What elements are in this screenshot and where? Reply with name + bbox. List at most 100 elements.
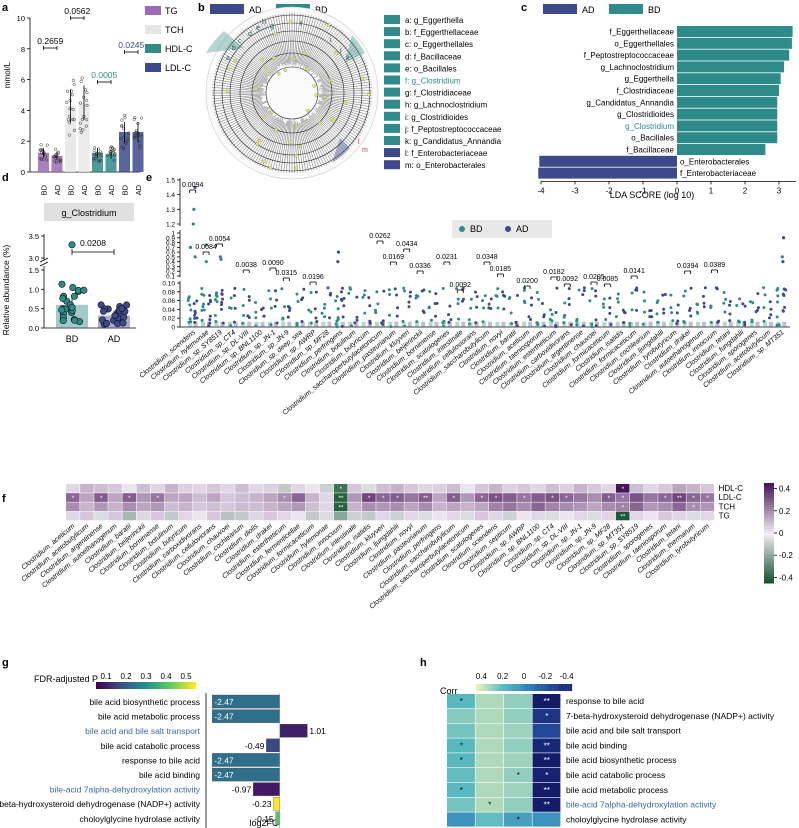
- clado-branch: [292, 124, 295, 173]
- d-xtick-label: BD: [66, 334, 79, 344]
- clado-branch: [212, 90, 266, 93]
- f-cell: [404, 511, 418, 521]
- h-colorbar-step: [490, 684, 493, 691]
- h-cell-star: *: [545, 771, 548, 780]
- h-colorbar-step: [533, 684, 537, 691]
- h-colorbar-step: [538, 684, 541, 691]
- lda-bar: [538, 167, 677, 179]
- e-bar: [314, 321, 319, 327]
- e-bar: [522, 321, 527, 327]
- e-point: [529, 303, 533, 307]
- f-cell: [221, 493, 235, 502]
- f-cell-star: *: [481, 495, 484, 502]
- clado-node: [263, 65, 268, 70]
- clado-branch: [318, 94, 372, 99]
- clado-letter: g: [270, 23, 274, 30]
- g-bar: [253, 782, 280, 796]
- d-point: [118, 305, 126, 313]
- clado-branch: [212, 87, 263, 92]
- g-row-label: choloylglycine hydrolase activity: [80, 814, 201, 824]
- h-colorbar-step: [516, 684, 520, 691]
- clado-branch: [308, 113, 342, 157]
- e-point-high: [781, 260, 785, 264]
- clado-key-swatch: [384, 87, 400, 97]
- e-ytick-label: 1.4: [166, 192, 175, 199]
- e-point: [200, 286, 204, 290]
- clado-branch: [212, 93, 265, 96]
- a-point: [52, 155, 56, 159]
- g-colorbar-step: [133, 682, 137, 689]
- f-cell-star: **: [423, 495, 429, 502]
- e-pvalue-label: 0.0315: [276, 270, 298, 277]
- f-colorbar-label: -0.4: [779, 573, 793, 582]
- h-colorbar-step: [519, 684, 522, 691]
- clado-node: [292, 56, 296, 61]
- e-point: [340, 286, 344, 290]
- f-cell: [559, 502, 574, 512]
- e-point: [535, 290, 539, 294]
- clado-branch: [293, 119, 298, 173]
- clado-branch: [224, 106, 270, 136]
- a-point: [44, 154, 48, 159]
- f-cell: [587, 493, 602, 502]
- e-point: [743, 320, 747, 324]
- e-point: [469, 297, 473, 301]
- e-point: [750, 320, 754, 324]
- f-cell: [644, 493, 658, 502]
- e-point: [762, 319, 766, 323]
- clado-key-swatch: [384, 123, 400, 133]
- clado-branch: [236, 111, 274, 151]
- clado-node: [294, 123, 299, 128]
- e-bar: [348, 321, 353, 327]
- h-colorbar-step: [497, 684, 501, 691]
- legend-swatch-ad-c: [543, 4, 577, 14]
- f-cell: [66, 511, 80, 521]
- f-cell: [376, 511, 390, 521]
- g-colorbar-step: [143, 682, 147, 689]
- clado-letter: j: [339, 47, 342, 54]
- g-colorbar-step: [121, 682, 124, 689]
- f-cell: [517, 484, 531, 493]
- f-cell-star: *: [156, 495, 159, 502]
- panel-label-g: g: [2, 657, 9, 669]
- e-point: [368, 304, 372, 308]
- f-cell: [460, 511, 475, 521]
- g-colorbar-step: [188, 682, 192, 689]
- e-point: [233, 286, 237, 290]
- e-point: [762, 306, 766, 310]
- f-colorbar-step: [764, 507, 774, 510]
- f-cell: [249, 502, 263, 512]
- e-point: [507, 297, 511, 301]
- e-point: [286, 305, 290, 309]
- f-cell: [432, 511, 447, 521]
- clado-branch: [322, 100, 370, 113]
- clado-branch: [303, 118, 325, 167]
- clado-branch: [295, 13, 304, 66]
- clado-key-swatch: [384, 27, 400, 37]
- e-point: [501, 290, 505, 294]
- f-cell: [573, 484, 588, 493]
- a-bar: [132, 131, 144, 172]
- e-point-high: [336, 250, 341, 254]
- clado-branch: [277, 120, 288, 172]
- e-point: [601, 302, 605, 306]
- a-point: [42, 152, 46, 156]
- h-cell-star: *: [460, 786, 463, 795]
- panel-label-a: a: [2, 2, 9, 14]
- f-cell: [418, 493, 433, 502]
- clado-branch: [318, 62, 367, 83]
- clado-branch: [318, 52, 362, 78]
- d-point: [120, 313, 128, 321]
- e-bar: [709, 321, 714, 327]
- f-colorbar-step: [764, 553, 774, 556]
- e-point: [261, 306, 265, 310]
- a-point: [140, 116, 144, 120]
- clado-branch: [310, 31, 344, 71]
- clado-node: [312, 84, 316, 88]
- e-ytick-label: 0.5: [166, 254, 175, 261]
- clado-key-swatch: [384, 160, 400, 170]
- clado-branch: [304, 23, 333, 71]
- e-point: [434, 314, 438, 318]
- clado-branch: [322, 84, 372, 90]
